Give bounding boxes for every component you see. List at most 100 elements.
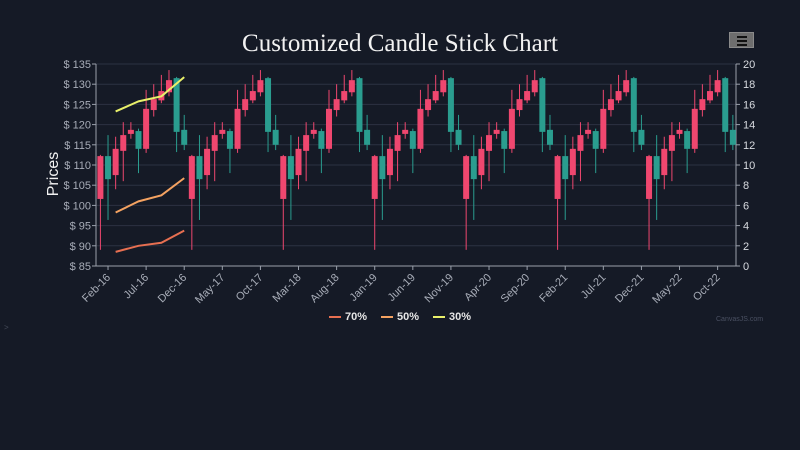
hamburger-menu-icon-bar — [737, 44, 747, 46]
candle[interactable] — [585, 122, 592, 139]
candle[interactable] — [371, 154, 378, 250]
candle[interactable] — [386, 136, 393, 190]
candle[interactable] — [676, 122, 683, 139]
candle[interactable] — [204, 136, 211, 190]
candle[interactable] — [493, 122, 500, 139]
candle[interactable] — [615, 74, 622, 104]
legend-item-50[interactable]: 50% — [380, 311, 419, 323]
line-series-70pct[interactable] — [115, 229, 185, 253]
candle[interactable] — [440, 70, 447, 97]
candle[interactable] — [409, 128, 416, 174]
candle[interactable] — [455, 114, 462, 151]
legend-item-30[interactable]: 30% — [433, 311, 471, 323]
candle[interactable] — [508, 89, 515, 153]
y-tick-label: $ 120 — [63, 120, 91, 132]
candle[interactable] — [402, 122, 409, 139]
candle[interactable] — [432, 74, 439, 104]
candle[interactable] — [653, 135, 660, 220]
candle[interactable] — [623, 70, 630, 97]
legend-item-70[interactable]: 70% — [328, 311, 367, 323]
candle[interactable] — [105, 135, 112, 220]
candle[interactable] — [668, 122, 675, 182]
candle[interactable] — [569, 136, 576, 190]
candle[interactable] — [112, 136, 119, 190]
candle[interactable] — [638, 114, 645, 151]
candle[interactable] — [356, 76, 363, 153]
candle[interactable] — [646, 154, 653, 250]
candle[interactable] — [478, 136, 485, 190]
candle[interactable] — [135, 128, 142, 174]
candle[interactable] — [295, 136, 302, 190]
candle[interactable] — [188, 154, 195, 250]
candle[interactable] — [158, 74, 165, 104]
candle[interactable] — [287, 135, 294, 220]
candle[interactable] — [447, 76, 454, 153]
candle[interactable] — [272, 114, 279, 151]
candle[interactable] — [524, 74, 531, 104]
candle[interactable] — [318, 128, 325, 174]
line-series-30pct[interactable] — [115, 76, 185, 113]
candle[interactable] — [707, 74, 713, 104]
candle[interactable] — [364, 114, 371, 151]
candle[interactable] — [684, 128, 691, 174]
x-tick-label: Jul-21 — [579, 272, 609, 302]
candle[interactable] — [554, 154, 561, 250]
candle[interactable] — [531, 70, 538, 97]
candle[interactable] — [173, 76, 180, 153]
candle[interactable] — [425, 84, 432, 117]
candle[interactable] — [333, 84, 340, 117]
candle[interactable] — [181, 114, 188, 151]
candle[interactable] — [165, 70, 172, 97]
candle[interactable] — [379, 135, 386, 220]
candle[interactable] — [577, 122, 584, 182]
candle[interactable] — [196, 135, 203, 220]
candle[interactable] — [630, 76, 637, 153]
x-tick-label: Oct-17 — [234, 272, 266, 304]
candle[interactable] — [394, 122, 401, 182]
candle[interactable] — [516, 84, 523, 117]
x-tick-label: Jan-19 — [348, 272, 380, 304]
candle[interactable] — [234, 89, 241, 153]
candle[interactable] — [600, 89, 607, 153]
candle[interactable] — [546, 114, 553, 151]
candle[interactable] — [501, 128, 508, 174]
canvasjs-credit-link[interactable]: CanvasJS.com — [716, 316, 764, 323]
candle[interactable] — [265, 76, 272, 153]
y-tick-label: $ 95 — [70, 221, 91, 233]
candle[interactable] — [729, 114, 736, 151]
candle[interactable] — [486, 122, 493, 182]
candle[interactable] — [463, 154, 470, 250]
candle[interactable] — [303, 122, 310, 182]
candle[interactable] — [219, 122, 226, 139]
candle[interactable] — [348, 70, 355, 97]
candle[interactable] — [211, 122, 218, 182]
candle[interactable] — [150, 84, 157, 117]
y2-tick-label: 4 — [743, 221, 749, 233]
candle[interactable] — [226, 128, 233, 174]
candle[interactable] — [120, 122, 127, 182]
chart-title: Customized Candle Stick Chart — [242, 30, 558, 57]
candle[interactable] — [691, 89, 698, 153]
candle[interactable] — [607, 84, 614, 117]
candle[interactable] — [127, 122, 134, 139]
candle[interactable] — [242, 84, 249, 117]
candle[interactable] — [97, 154, 104, 250]
candle[interactable] — [249, 74, 256, 104]
candle[interactable] — [326, 89, 332, 153]
candle[interactable] — [699, 84, 706, 117]
candle[interactable] — [280, 154, 287, 250]
candle[interactable] — [417, 89, 424, 153]
line-series-50pct[interactable] — [115, 177, 185, 214]
candle[interactable] — [562, 135, 569, 220]
candle[interactable] — [257, 70, 264, 97]
candle[interactable] — [714, 70, 721, 97]
candle[interactable] — [592, 128, 599, 174]
hamburger-menu-button[interactable] — [729, 32, 754, 48]
candle[interactable] — [470, 135, 477, 220]
candle[interactable] — [341, 74, 348, 104]
candle[interactable] — [661, 136, 668, 190]
candle[interactable] — [539, 76, 546, 153]
candle[interactable] — [722, 76, 729, 153]
candle[interactable] — [310, 122, 317, 139]
